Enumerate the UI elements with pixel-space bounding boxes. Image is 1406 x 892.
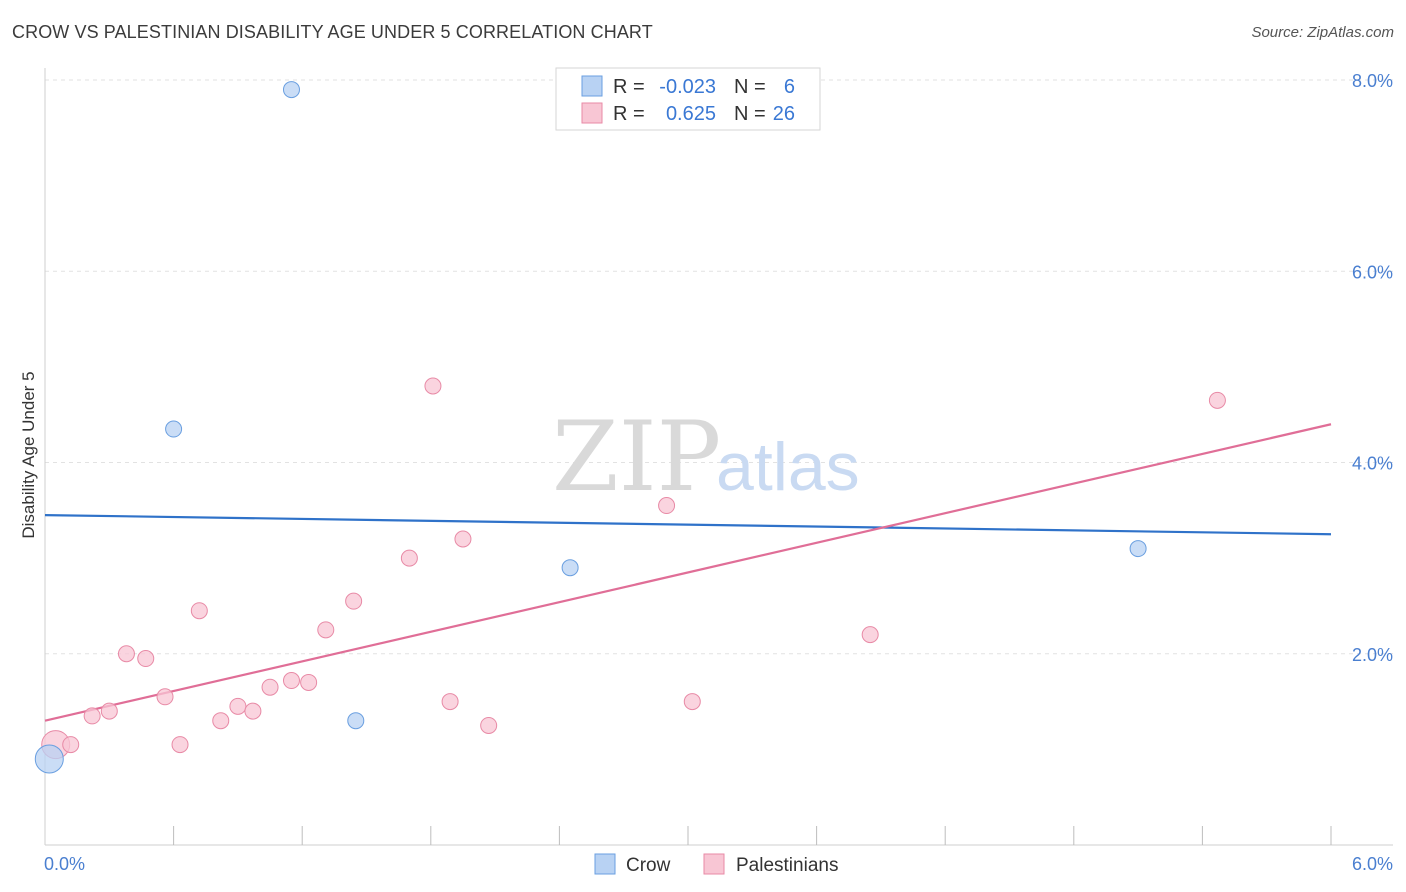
point-palestinians-7 <box>171 736 189 754</box>
point-palestinians-6 <box>156 688 174 706</box>
legend-r-label-crow: R = <box>613 76 645 98</box>
legend-n-value-palestinians: 26 <box>773 103 795 125</box>
y-axis-title: Disability Age Under 5 <box>19 371 38 538</box>
point-palestinians-3 <box>100 702 118 720</box>
trend-lines <box>44 423 1332 722</box>
legend-r-value-palestinians: 0.625 <box>666 103 716 125</box>
point-palestinians-14 <box>300 673 318 691</box>
y-tick-label-2: 2.0% <box>1352 645 1393 665</box>
point-palestinians-25 <box>1208 391 1226 409</box>
series-legend: Crow Palestinians <box>594 853 838 876</box>
data-points <box>34 81 1226 774</box>
y-tick-label-8: 8.0% <box>1352 71 1393 91</box>
chart-title: CROW VS PALESTINIAN DISABILITY AGE UNDER… <box>12 22 653 42</box>
point-palestinians-2 <box>83 707 101 725</box>
point-palestinians-11 <box>244 702 262 720</box>
stats-legend: R = -0.023 N = 6 R = 0.625 N = 26 <box>555 67 821 131</box>
trend-line-palestinians <box>44 423 1332 722</box>
y-tick-label-4: 4.0% <box>1352 454 1393 474</box>
point-palestinians-1 <box>62 736 80 754</box>
x-tick-label-max: 6.0% <box>1352 854 1393 874</box>
bottom-legend-label-palestinians: Palestinians <box>736 855 838 876</box>
point-crow-1 <box>165 420 183 438</box>
point-palestinians-8 <box>190 602 208 620</box>
point-crow-5 <box>1129 540 1147 558</box>
bottom-legend-swatch-palestinians <box>703 853 725 875</box>
legend-n-value-crow: 6 <box>784 76 795 98</box>
point-palestinians-22 <box>658 497 676 515</box>
point-palestinians-13 <box>282 672 300 690</box>
bottom-legend-label-crow: Crow <box>626 855 671 876</box>
legend-r-label-palestinians: R = <box>613 103 645 125</box>
legend-n-label-palestinians: N = <box>734 103 766 125</box>
point-palestinians-18 <box>424 377 442 395</box>
point-crow-2 <box>282 81 300 99</box>
legend-swatch-palestinians <box>581 102 603 124</box>
point-crow-4 <box>561 559 579 577</box>
point-palestinians-24 <box>861 626 879 644</box>
point-palestinians-9 <box>212 712 230 730</box>
point-palestinians-10 <box>229 697 247 715</box>
bottom-legend-swatch-crow <box>594 853 616 875</box>
point-palestinians-17 <box>400 549 418 567</box>
legend-n-label-crow: N = <box>734 76 766 98</box>
grid-lines <box>45 79 1393 655</box>
legend-swatch-crow <box>581 75 603 97</box>
point-palestinians-5 <box>137 650 155 668</box>
point-palestinians-16 <box>345 592 363 610</box>
point-crow-3 <box>347 712 365 730</box>
axes <box>44 68 1393 846</box>
point-palestinians-20 <box>454 530 472 548</box>
point-palestinians-12 <box>261 678 279 696</box>
trend-line-crow <box>44 513 1332 536</box>
x-tick-label-min: 0.0% <box>44 854 85 874</box>
watermark-zip: ZIP <box>552 401 721 513</box>
legend-r-value-crow: -0.023 <box>659 76 716 98</box>
point-crow-0 <box>34 744 64 774</box>
point-palestinians-19 <box>441 693 459 711</box>
y-tick-label-6: 6.0% <box>1352 262 1393 282</box>
point-palestinians-15 <box>317 621 335 639</box>
point-palestinians-4 <box>117 645 135 663</box>
y-tick-labels: 2.0% 4.0% 6.0% 8.0% <box>1352 71 1393 665</box>
point-palestinians-21 <box>480 716 498 734</box>
watermark-atlas: atlas <box>716 429 860 505</box>
chart-source: Source: ZipAtlas.com <box>1251 24 1394 41</box>
point-palestinians-23 <box>683 693 701 711</box>
